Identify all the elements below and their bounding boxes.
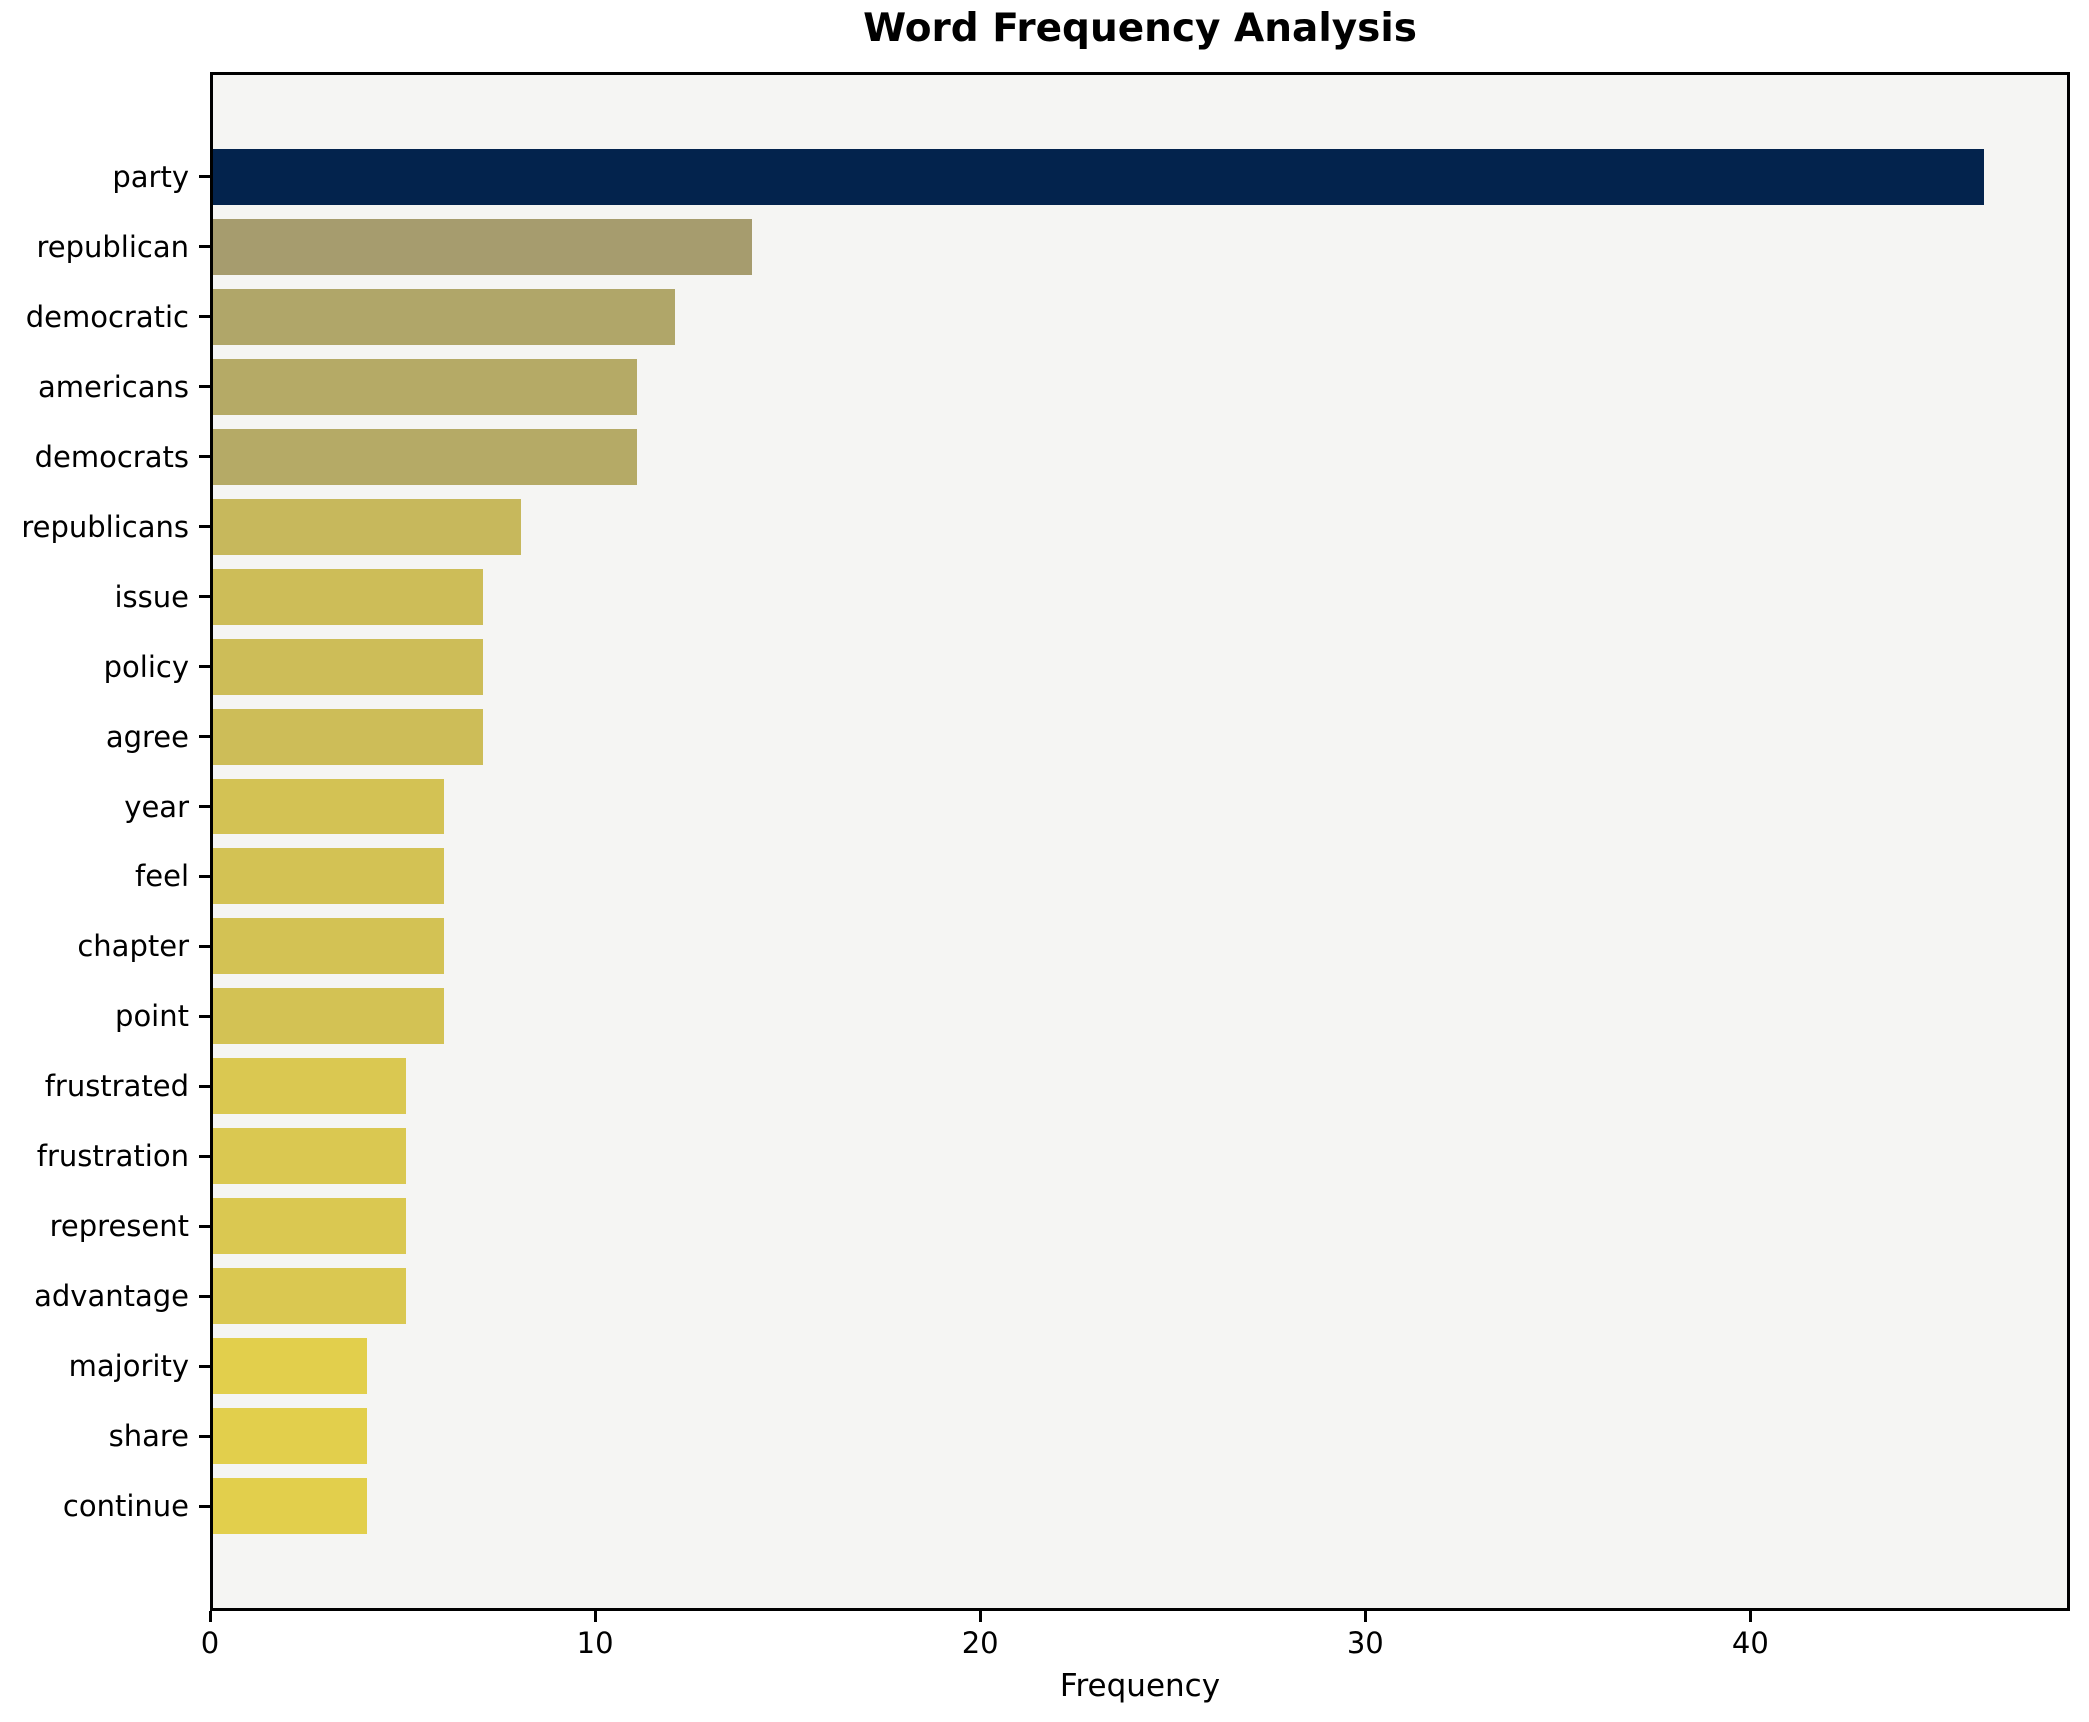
x-tick-label-20: 20 (961, 1626, 999, 1660)
bar-republicans (213, 498, 522, 555)
y-tick-mark (199, 735, 210, 739)
bar-frustration (213, 1128, 406, 1185)
x-tick-label-40: 40 (1731, 1626, 1769, 1660)
bar-year (213, 778, 445, 835)
bar-continue (213, 1478, 368, 1535)
y-tick-label-party: party (112, 159, 189, 194)
bar-americans (213, 358, 637, 415)
y-tick-mark (199, 1014, 210, 1018)
bar-democratic (213, 288, 676, 345)
y-tick-label-point: point (115, 999, 189, 1034)
y-tick-label-republicans: republicans (21, 509, 189, 544)
y-tick-mark (199, 175, 210, 179)
y-tick-mark (199, 665, 210, 669)
x-axis-title: Frequency (1059, 1668, 1221, 1704)
y-tick-mark (199, 1504, 210, 1508)
bar-democrats (213, 428, 637, 485)
chart-title: Word Frequency Analysis (863, 6, 1417, 51)
y-tick-label-year: year (124, 789, 189, 824)
y-tick-mark (199, 1434, 210, 1438)
y-tick-label-frustration: frustration (36, 1139, 189, 1174)
x-tick-mark (1363, 1611, 1367, 1622)
y-tick-label-policy: policy (103, 649, 189, 684)
y-tick-mark (199, 1224, 210, 1228)
y-tick-label-agree: agree (105, 719, 189, 754)
y-tick-label-feel: feel (135, 859, 189, 894)
x-tick-mark (978, 1611, 982, 1622)
y-tick-mark (199, 525, 210, 529)
y-tick-label-democrats: democrats (34, 439, 189, 474)
x-tick-label-0: 0 (200, 1626, 220, 1660)
bar-policy (213, 638, 483, 695)
bar-represent (213, 1198, 406, 1255)
y-tick-mark (199, 1154, 210, 1158)
bar-republican (213, 218, 753, 275)
bar-agree (213, 708, 483, 765)
y-tick-label-chapter: chapter (77, 929, 189, 964)
bar-point (213, 988, 445, 1045)
y-tick-label-republican: republican (36, 229, 189, 264)
y-tick-mark (199, 874, 210, 878)
bar-feel (213, 848, 445, 905)
y-tick-mark (199, 245, 210, 249)
x-tick-mark (208, 1611, 212, 1622)
y-tick-mark (199, 385, 210, 389)
y-tick-label-americans: americans (37, 369, 189, 404)
x-tick-mark (1748, 1611, 1752, 1622)
y-tick-mark (199, 455, 210, 459)
y-tick-mark (199, 1084, 210, 1088)
y-tick-mark (199, 1364, 210, 1368)
y-tick-label-represent: represent (49, 1209, 189, 1244)
x-tick-mark (593, 1611, 597, 1622)
bar-majority (213, 1338, 368, 1395)
plot-area (210, 72, 2070, 1611)
bar-advantage (213, 1268, 406, 1325)
y-tick-mark (199, 944, 210, 948)
y-tick-label-issue: issue (114, 579, 190, 614)
y-tick-mark (199, 1294, 210, 1298)
bar-issue (213, 568, 483, 625)
bar-chapter (213, 918, 445, 975)
bar-party (213, 148, 1985, 205)
y-tick-label-majority: majority (68, 1349, 189, 1384)
y-tick-label-frustrated: frustrated (44, 1069, 189, 1104)
bar-frustrated (213, 1058, 406, 1115)
bar-share (213, 1408, 368, 1465)
y-tick-label-democratic: democratic (25, 299, 189, 334)
y-tick-label-advantage: advantage (34, 1279, 189, 1314)
y-tick-mark (199, 595, 210, 599)
y-tick-label-share: share (108, 1419, 189, 1454)
y-tick-label-continue: continue (62, 1489, 189, 1524)
y-tick-mark (199, 315, 210, 319)
y-tick-mark (199, 805, 210, 809)
x-tick-label-10: 10 (576, 1626, 614, 1660)
x-tick-label-30: 30 (1346, 1626, 1384, 1660)
